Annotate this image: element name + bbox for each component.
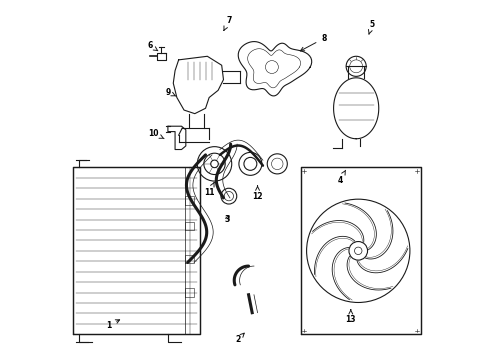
Text: 8: 8 [300, 34, 326, 51]
Text: 6: 6 [147, 41, 158, 51]
Text: 12: 12 [252, 186, 263, 201]
Text: 1: 1 [106, 320, 120, 330]
Text: 9: 9 [165, 87, 176, 96]
Text: 10: 10 [148, 129, 164, 139]
Text: 5: 5 [368, 19, 375, 34]
Text: 13: 13 [345, 310, 356, 324]
Text: 11: 11 [204, 183, 215, 197]
Text: 3: 3 [224, 215, 230, 224]
Text: 4: 4 [338, 170, 345, 185]
Text: 7: 7 [224, 16, 232, 31]
Text: 2: 2 [235, 333, 244, 344]
